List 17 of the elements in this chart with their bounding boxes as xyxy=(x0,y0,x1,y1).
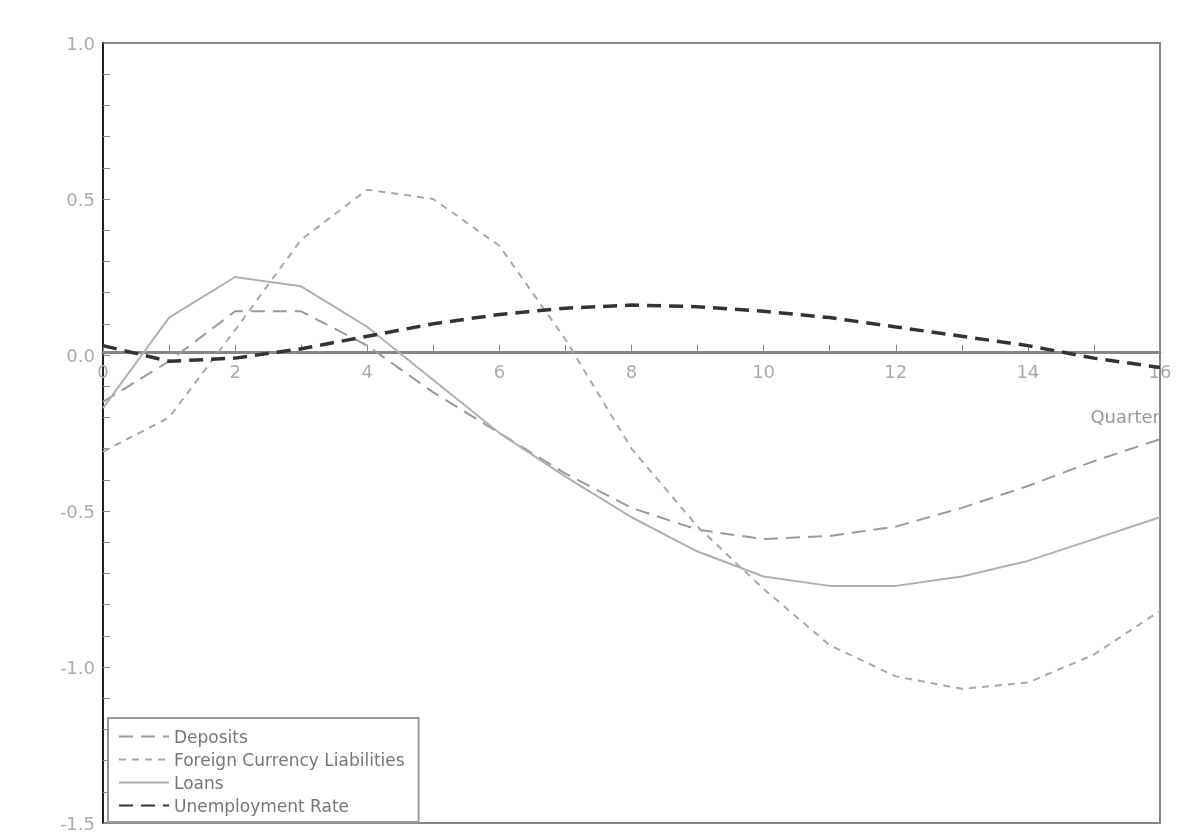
legend-label: Deposits xyxy=(174,726,248,747)
y-tick-label: -1.0 xyxy=(59,656,95,678)
legend-label: Foreign Currency Liabilities xyxy=(174,749,405,770)
legend-label: Unemployment Rate xyxy=(174,795,350,816)
y-tick-label: -1.5 xyxy=(59,812,95,834)
x-tick-label: 2 xyxy=(229,361,241,383)
y-tick-label: 0.5 xyxy=(66,188,95,210)
y-tick-label: 0.0 xyxy=(66,344,95,366)
x-tick-label: 4 xyxy=(361,361,373,383)
x-tick-label: 12 xyxy=(884,361,908,383)
legend-label: Loans xyxy=(174,772,224,793)
x-tick-label: 14 xyxy=(1016,361,1040,383)
x-tick-label: 6 xyxy=(493,361,506,383)
y-tick-label: 1.0 xyxy=(66,32,95,54)
x-tick-label: 10 xyxy=(752,361,776,383)
y-tick-label: -0.5 xyxy=(59,500,95,522)
x-tick-label: 8 xyxy=(625,361,638,383)
